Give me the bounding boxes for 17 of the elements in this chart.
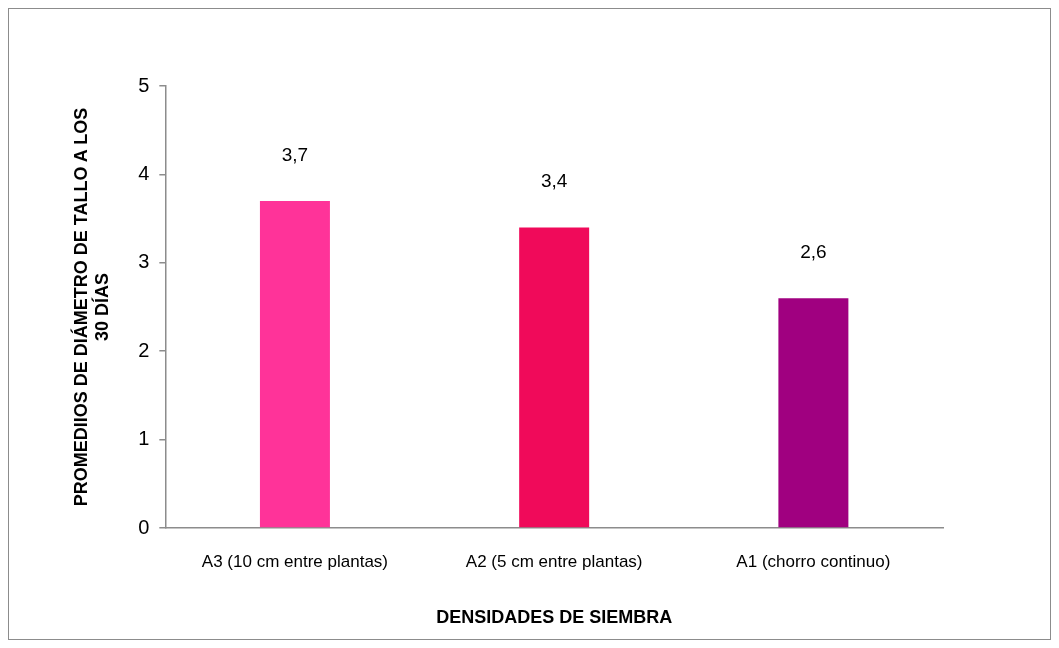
- x-tick-label: A3 (10 cm entre plantas): [201, 551, 389, 571]
- y-tick-label: 1: [138, 427, 150, 450]
- y-axis-title: PROMEDIIOS DE DIÁMETRO DE TALLO A LOS 30 DÍAS: [69, 107, 113, 507]
- data-label: 3,7: [281, 143, 309, 165]
- y-tick-label: 0: [138, 515, 150, 538]
- data-label: 2,6: [800, 240, 827, 262]
- x-tick-label: A1 (chorro continuo): [736, 551, 891, 571]
- bar: [519, 227, 590, 528]
- y-tick-label: 3: [138, 250, 150, 273]
- y-tick-label: 5: [138, 73, 150, 96]
- y-tick-label: 2: [138, 338, 150, 361]
- x-axis-title: DENSIDADES DE SIEMBRA: [436, 607, 673, 628]
- x-tick-label: A2 (5 cm entre plantas): [465, 551, 643, 571]
- bar: [778, 298, 849, 528]
- y-tick-label: 4: [138, 161, 150, 184]
- bar: [259, 200, 330, 528]
- data-label: 3,4: [540, 170, 568, 192]
